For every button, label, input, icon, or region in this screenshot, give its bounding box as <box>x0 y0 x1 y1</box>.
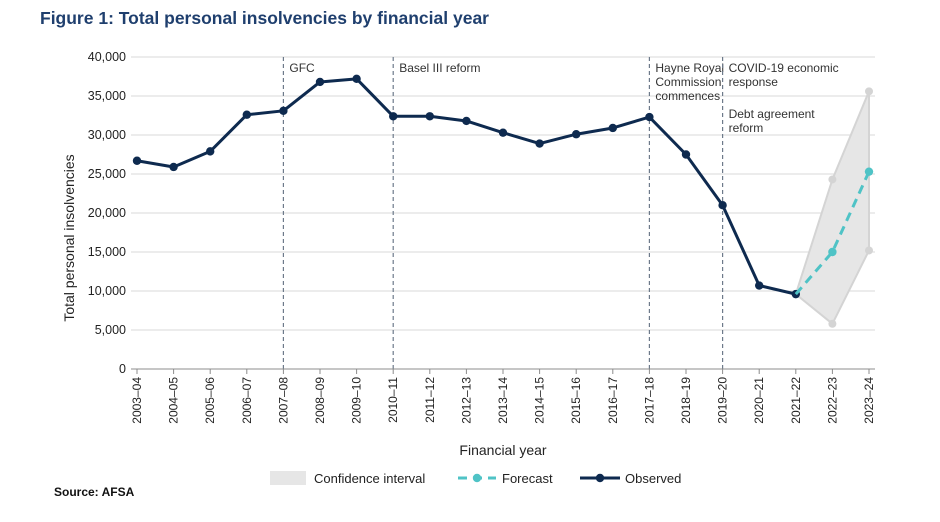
y-tick-label: 40,000 <box>88 50 126 64</box>
legend-label-forecast: Forecast <box>502 471 553 486</box>
observed-point <box>389 112 398 121</box>
x-tick-label: 2005–06 <box>203 377 217 424</box>
x-tick-label: 2013–14 <box>496 377 510 424</box>
event-markers: GFC Basel III reform Hayne Royal Commission… <box>282 57 839 369</box>
y-tick-label: 35,000 <box>88 89 126 103</box>
event-annotation: Hayne Royal Commission commences <box>655 61 724 103</box>
observed-point <box>498 128 508 137</box>
observed-point <box>132 156 142 165</box>
observed-point <box>535 139 544 148</box>
legend-label-confidence-interval: Confidence interval <box>314 471 425 486</box>
legend-label-observed: Observed <box>625 471 681 486</box>
x-tick-label: 2008–09 <box>313 377 327 424</box>
axes <box>131 368 875 374</box>
forecast-point <box>828 247 837 257</box>
x-tick-label: 2019–20 <box>716 377 730 424</box>
forecast-point <box>864 167 874 176</box>
x-tick-label: 2022–23 <box>825 377 839 424</box>
y-tick-label: 0 <box>119 362 126 376</box>
observed-point <box>352 74 361 84</box>
observed-point <box>315 77 325 87</box>
observed-point <box>718 201 727 210</box>
ci-upper-point <box>865 87 873 96</box>
observed-point <box>462 116 471 126</box>
observed-point <box>755 281 764 290</box>
observed-point <box>242 110 251 119</box>
y-tick-label: 5,000 <box>95 323 126 337</box>
ci-lower-point <box>828 319 837 328</box>
x-tick-label: 2014–15 <box>533 377 547 424</box>
x-tick-label: 2021–22 <box>789 377 803 424</box>
y-tick-label: 10,000 <box>88 284 126 298</box>
y-tick-label: 30,000 <box>88 128 126 142</box>
x-tick-label: 2011–12 <box>423 377 437 423</box>
observed-point <box>425 112 434 121</box>
x-axis-title: Financial year <box>459 442 546 458</box>
confidence-interval-band <box>794 87 873 328</box>
x-tick-label: 2003–04 <box>130 377 144 424</box>
ci-upper-point <box>828 175 837 184</box>
x-tick-label: 2018–19 <box>679 377 693 424</box>
x-tick-label: 2017–18 <box>642 377 656 424</box>
source-note: Source: AFSA <box>54 485 135 499</box>
legend-marker-forecast <box>472 473 482 483</box>
event-annotation: COVID-19 economic response <box>729 61 839 89</box>
observed-point <box>279 106 288 116</box>
legend: Confidence interval Forecast Observed <box>270 471 681 486</box>
figure-title: Figure 1: Total personal insolvencies by… <box>40 8 489 28</box>
event-annotation: Debt agreement reform <box>729 107 816 135</box>
ci-lower-point <box>865 246 873 255</box>
x-tick-label: 2023–24 <box>862 377 876 424</box>
x-tick-label: 2012–13 <box>459 377 473 424</box>
event-annotation: Basel III reform <box>399 61 480 75</box>
gridlines <box>131 56 875 331</box>
forecast-line <box>794 171 871 296</box>
x-tick-label: 2006–07 <box>240 377 254 424</box>
x-tick-label: 2015–16 <box>569 377 583 424</box>
observed-point <box>572 130 581 139</box>
observed-line <box>136 77 797 296</box>
legend-swatch-confidence-interval <box>270 471 306 485</box>
x-tick-label: 2004–05 <box>167 377 181 424</box>
observed-point <box>645 112 654 122</box>
axis-labels: 0 5,000 10,000 15,000 20,000 25,000 30,000 35,0… <box>61 50 876 458</box>
observed-point <box>206 147 215 156</box>
observed-point <box>169 162 178 172</box>
x-tick-label: 2016–17 <box>606 377 620 424</box>
y-tick-label: 25,000 <box>88 167 126 181</box>
observed-point <box>608 123 617 133</box>
x-tick-label: 2020–21 <box>752 377 766 424</box>
x-tick-label: 2009–10 <box>350 377 364 424</box>
x-tick-label: 2010–11 <box>386 377 400 423</box>
series-lines <box>132 74 874 299</box>
legend-marker-observed <box>595 473 605 483</box>
y-tick-label: 15,000 <box>88 245 126 259</box>
y-axis-title: Total personal insolvencies <box>61 154 77 321</box>
observed-point <box>681 150 691 159</box>
confidence-interval-area <box>794 90 870 326</box>
event-annotation: GFC <box>289 61 315 75</box>
y-tick-label: 20,000 <box>88 206 126 220</box>
x-tick-label: 2007–08 <box>276 377 290 424</box>
